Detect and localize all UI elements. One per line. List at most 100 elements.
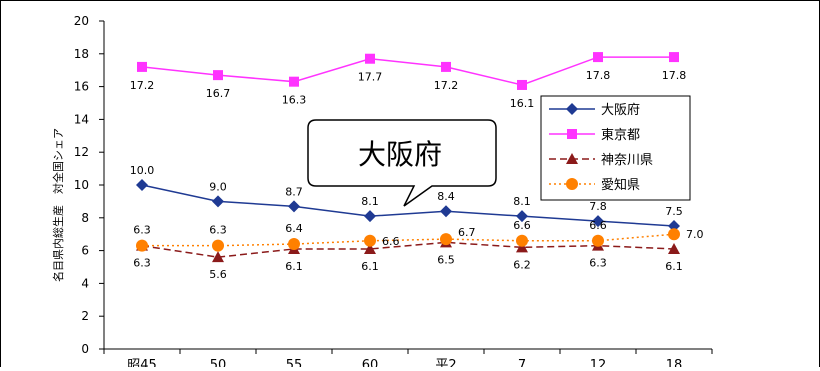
square-marker [365, 53, 375, 64]
data-label: 6.6 [382, 235, 400, 248]
data-label: 6.2 [513, 258, 531, 271]
series-line [141, 241, 675, 258]
x-tick-label: 7 [518, 358, 526, 367]
y-tick-label: 6 [81, 244, 89, 258]
series-line [141, 56, 674, 86]
square-marker [593, 52, 603, 63]
data-label: 6.6 [589, 219, 607, 232]
circle-marker [136, 239, 148, 252]
square-marker [517, 79, 527, 90]
data-label: 7.8 [589, 200, 607, 213]
data-label: 16.1 [510, 97, 535, 110]
legend-label: 神奈川県 [601, 153, 653, 168]
data-label: 16.7 [206, 87, 231, 100]
diamond-marker [288, 200, 300, 213]
x-tick-label: 平2 [435, 358, 456, 367]
data-label: 9.0 [209, 180, 227, 193]
x-tick-label: 昭45 [127, 358, 157, 367]
series-1: 10.0 9.0 8.7 8.1 8.4 8.1 7.8 7.5 [130, 164, 683, 232]
diamond-marker [364, 210, 376, 223]
data-label: 6.7 [458, 226, 476, 239]
data-label: 7.5 [665, 205, 683, 218]
data-label: 6.6 [513, 219, 531, 232]
triangle-marker [212, 251, 224, 263]
square-marker [567, 129, 577, 139]
y-tick-label: 14 [74, 112, 89, 126]
diamond-marker [136, 179, 148, 191]
triangle-marker [364, 242, 376, 254]
data-label: 6.3 [133, 224, 151, 237]
data-label: 8.4 [437, 190, 455, 203]
y-tick-label: 16 [74, 80, 89, 94]
diamond-marker [592, 215, 604, 228]
square-marker [289, 76, 299, 87]
diamond-marker [668, 220, 680, 232]
diamond-marker [516, 210, 528, 223]
square-marker [137, 61, 147, 72]
series-line [141, 184, 675, 227]
diamond-marker [212, 195, 224, 208]
diamond-marker [440, 205, 452, 218]
data-label: 17.2 [434, 79, 459, 92]
y-tick-label: 4 [81, 276, 89, 290]
data-label: 6.3 [589, 257, 607, 270]
data-label: 8.1 [513, 195, 531, 208]
y-tick-label: 12 [74, 145, 89, 159]
circle-marker [516, 234, 528, 247]
x-tick-label: 12 [590, 358, 607, 367]
circle-marker [566, 178, 578, 190]
x-tick-label: 50 [210, 358, 227, 367]
data-label: 17.2 [130, 79, 155, 92]
callout-label: 大阪府 [358, 138, 442, 171]
data-label: 17.7 [358, 71, 383, 84]
data-label: 8.7 [285, 185, 303, 198]
data-label: 6.5 [437, 253, 455, 266]
data-label: 6.3 [133, 257, 151, 270]
data-label: 16.3 [282, 94, 307, 107]
square-marker [441, 61, 451, 72]
data-label: 6.1 [285, 260, 303, 273]
triangle-marker [668, 242, 680, 254]
callout: 大阪府 [307, 119, 497, 207]
data-label: 17.8 [662, 69, 687, 82]
x-tick-label: 60 [362, 358, 379, 367]
series-2: 17.2 16.7 16.3 17.7 17.2 16.1 17.8 17.8 [130, 52, 687, 110]
y-tick-label: 18 [74, 47, 89, 61]
data-label: 5.6 [209, 268, 227, 281]
legend-label: 東京都 [601, 127, 640, 143]
circle-marker [592, 234, 604, 247]
legend-label: 大阪府 [601, 103, 640, 118]
callout-bubble [307, 119, 497, 207]
circle-marker [668, 228, 680, 241]
circle-marker [364, 234, 376, 247]
legend-box [540, 95, 691, 201]
diamond-marker [566, 103, 578, 115]
y-tick-label: 0 [81, 342, 89, 356]
y-tick-label: 10 [74, 178, 89, 192]
series-4: 6.3 6.3 6.4 6.6 6.7 6.6 6.6 7.0 [133, 219, 704, 252]
square-marker [669, 52, 679, 63]
x-tick-label: 18 [666, 358, 683, 367]
data-label: 17.8 [586, 69, 611, 82]
data-label: 10.0 [130, 164, 155, 177]
y-tick-label: 20 [74, 14, 89, 28]
data-label: 6.4 [285, 222, 303, 235]
y-tick-label: 8 [81, 211, 89, 225]
series-layer: 10.09.0 8.78.1 8.4 8.1 7.8 7.517.216.716.317.… [130, 52, 704, 281]
circle-marker [288, 238, 300, 251]
legend-label: 愛知県 [601, 177, 640, 193]
data-label: 6.1 [665, 260, 683, 273]
triangle-marker [516, 241, 528, 253]
x-tick-label: 55 [286, 358, 303, 367]
data-label: 7.0 [686, 228, 704, 241]
data-label: 6.1 [361, 260, 379, 273]
data-label: 6.3 [209, 224, 227, 237]
circle-marker [440, 233, 452, 246]
series-line [142, 233, 675, 247]
circle-marker [212, 239, 224, 252]
y-tick-label: 2 [81, 309, 89, 323]
square-marker [213, 70, 223, 81]
